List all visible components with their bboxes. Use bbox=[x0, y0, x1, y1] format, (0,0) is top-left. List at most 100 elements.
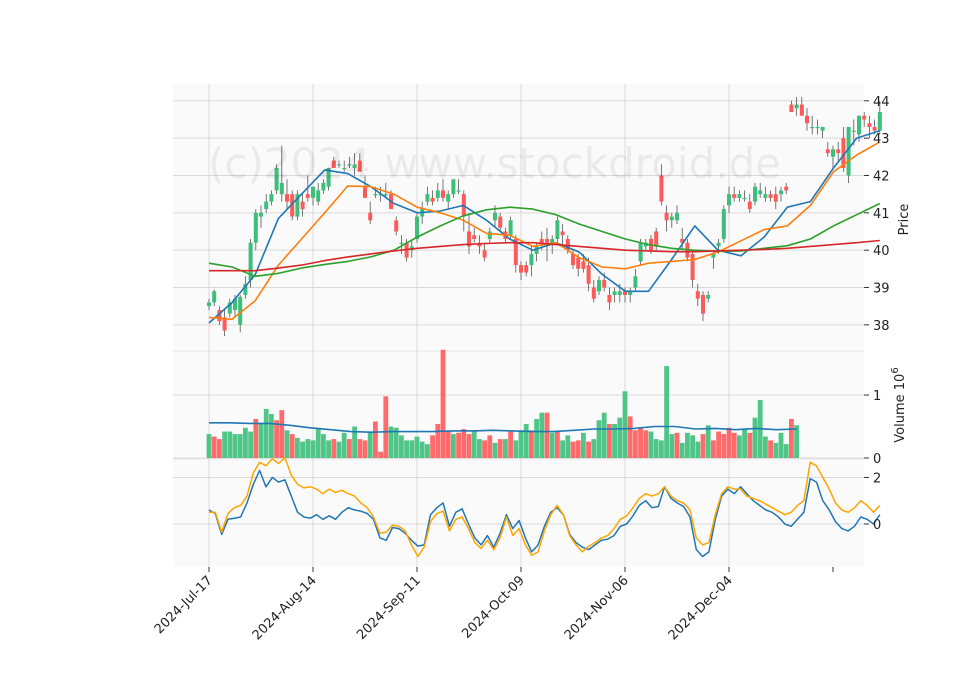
volume-bar bbox=[373, 421, 378, 458]
volume-bar bbox=[607, 424, 612, 458]
candle-body bbox=[747, 201, 752, 210]
candle-body bbox=[300, 201, 305, 210]
candle-body bbox=[779, 190, 783, 195]
candle-body bbox=[555, 220, 560, 239]
volume-bar bbox=[711, 440, 716, 458]
candle-body bbox=[799, 104, 804, 116]
volume-bar bbox=[206, 434, 212, 458]
volume-bar bbox=[575, 440, 581, 458]
candle-body bbox=[399, 242, 404, 244]
volume-bar bbox=[445, 431, 451, 458]
candle-body bbox=[498, 216, 503, 228]
moving-average-line bbox=[208, 141, 881, 321]
candle-body bbox=[451, 179, 456, 195]
candle-body bbox=[607, 294, 612, 303]
candle-body bbox=[482, 250, 487, 258]
volume-bar bbox=[601, 412, 607, 458]
volume-bar bbox=[341, 432, 347, 458]
volume-bar bbox=[284, 430, 290, 458]
volume-bar bbox=[248, 431, 253, 458]
candle-body bbox=[576, 257, 581, 269]
volume-bar bbox=[300, 441, 305, 458]
candle-body bbox=[316, 190, 321, 202]
x-tick-label: 2024-Aug-14 bbox=[250, 573, 320, 643]
volume-bar bbox=[367, 431, 373, 458]
price-tick-label: 38 bbox=[873, 319, 890, 334]
candle-body bbox=[331, 160, 336, 169]
volume-bar bbox=[243, 427, 248, 458]
volume-bar bbox=[305, 439, 311, 458]
candle-body bbox=[238, 296, 243, 325]
candle-body bbox=[742, 197, 747, 200]
candle-body bbox=[550, 238, 555, 243]
candle-body bbox=[513, 238, 518, 266]
volume-bar bbox=[773, 442, 779, 458]
volume-bar bbox=[211, 436, 217, 458]
candle-body bbox=[425, 194, 430, 202]
oscillator-line bbox=[208, 469, 881, 558]
candle-body bbox=[519, 265, 523, 273]
candle-body bbox=[669, 216, 674, 221]
volume-bar bbox=[529, 430, 534, 458]
candle-body bbox=[877, 112, 882, 131]
volume-bar bbox=[518, 430, 524, 458]
candle-body bbox=[701, 294, 705, 314]
candle-body bbox=[363, 186, 367, 198]
volume-bar bbox=[269, 413, 274, 458]
candle-body bbox=[773, 194, 778, 202]
candle-body bbox=[753, 186, 757, 202]
volume-bar bbox=[622, 391, 628, 458]
candle-body bbox=[295, 194, 300, 217]
candle-body bbox=[602, 280, 607, 288]
candle-body bbox=[758, 190, 763, 195]
volume-bar bbox=[222, 431, 227, 458]
volume-bar bbox=[549, 432, 555, 458]
candle-body bbox=[805, 115, 809, 124]
candle-body bbox=[524, 265, 529, 273]
candle-body bbox=[342, 168, 347, 170]
candle-body bbox=[654, 231, 659, 247]
volume-bar bbox=[336, 441, 342, 458]
volume-bar bbox=[664, 366, 669, 458]
volume-bar bbox=[763, 436, 768, 458]
volume-bar bbox=[789, 418, 794, 458]
candle-body bbox=[285, 194, 289, 202]
volume-bar bbox=[659, 440, 664, 458]
candle-body bbox=[581, 261, 586, 269]
volume-bar bbox=[217, 439, 222, 458]
candle-body bbox=[264, 201, 269, 210]
volume-bar bbox=[461, 429, 467, 458]
candle-body bbox=[565, 238, 570, 251]
candle-body bbox=[794, 104, 799, 109]
volume-bar bbox=[347, 439, 352, 458]
volume-bar bbox=[435, 424, 441, 458]
candle-body bbox=[305, 194, 310, 198]
volume-bar bbox=[544, 412, 550, 458]
candle-body bbox=[846, 126, 851, 176]
candle-body bbox=[435, 190, 440, 198]
candle-body bbox=[862, 115, 867, 120]
candle-body bbox=[534, 246, 539, 254]
candle-body bbox=[867, 123, 872, 127]
candle-body bbox=[347, 164, 352, 166]
candle-body bbox=[383, 194, 388, 196]
volume-bar bbox=[503, 439, 508, 458]
candle-body bbox=[217, 309, 222, 322]
candle-body bbox=[591, 287, 596, 299]
candle-body bbox=[789, 104, 794, 113]
volume-bar bbox=[253, 418, 259, 458]
volume-bar bbox=[778, 432, 784, 458]
candle-body bbox=[222, 317, 227, 331]
candle-body bbox=[732, 194, 737, 198]
volume-bar bbox=[487, 435, 493, 458]
volume-bar bbox=[627, 416, 633, 458]
volume-bar bbox=[331, 439, 337, 458]
volume-bar bbox=[456, 432, 461, 458]
volume-bars-layer bbox=[206, 349, 799, 458]
volume-bar bbox=[414, 436, 420, 458]
candle-body bbox=[836, 149, 841, 154]
candle-body bbox=[456, 190, 461, 192]
volume-bar bbox=[555, 431, 560, 458]
candle-body bbox=[248, 242, 253, 281]
